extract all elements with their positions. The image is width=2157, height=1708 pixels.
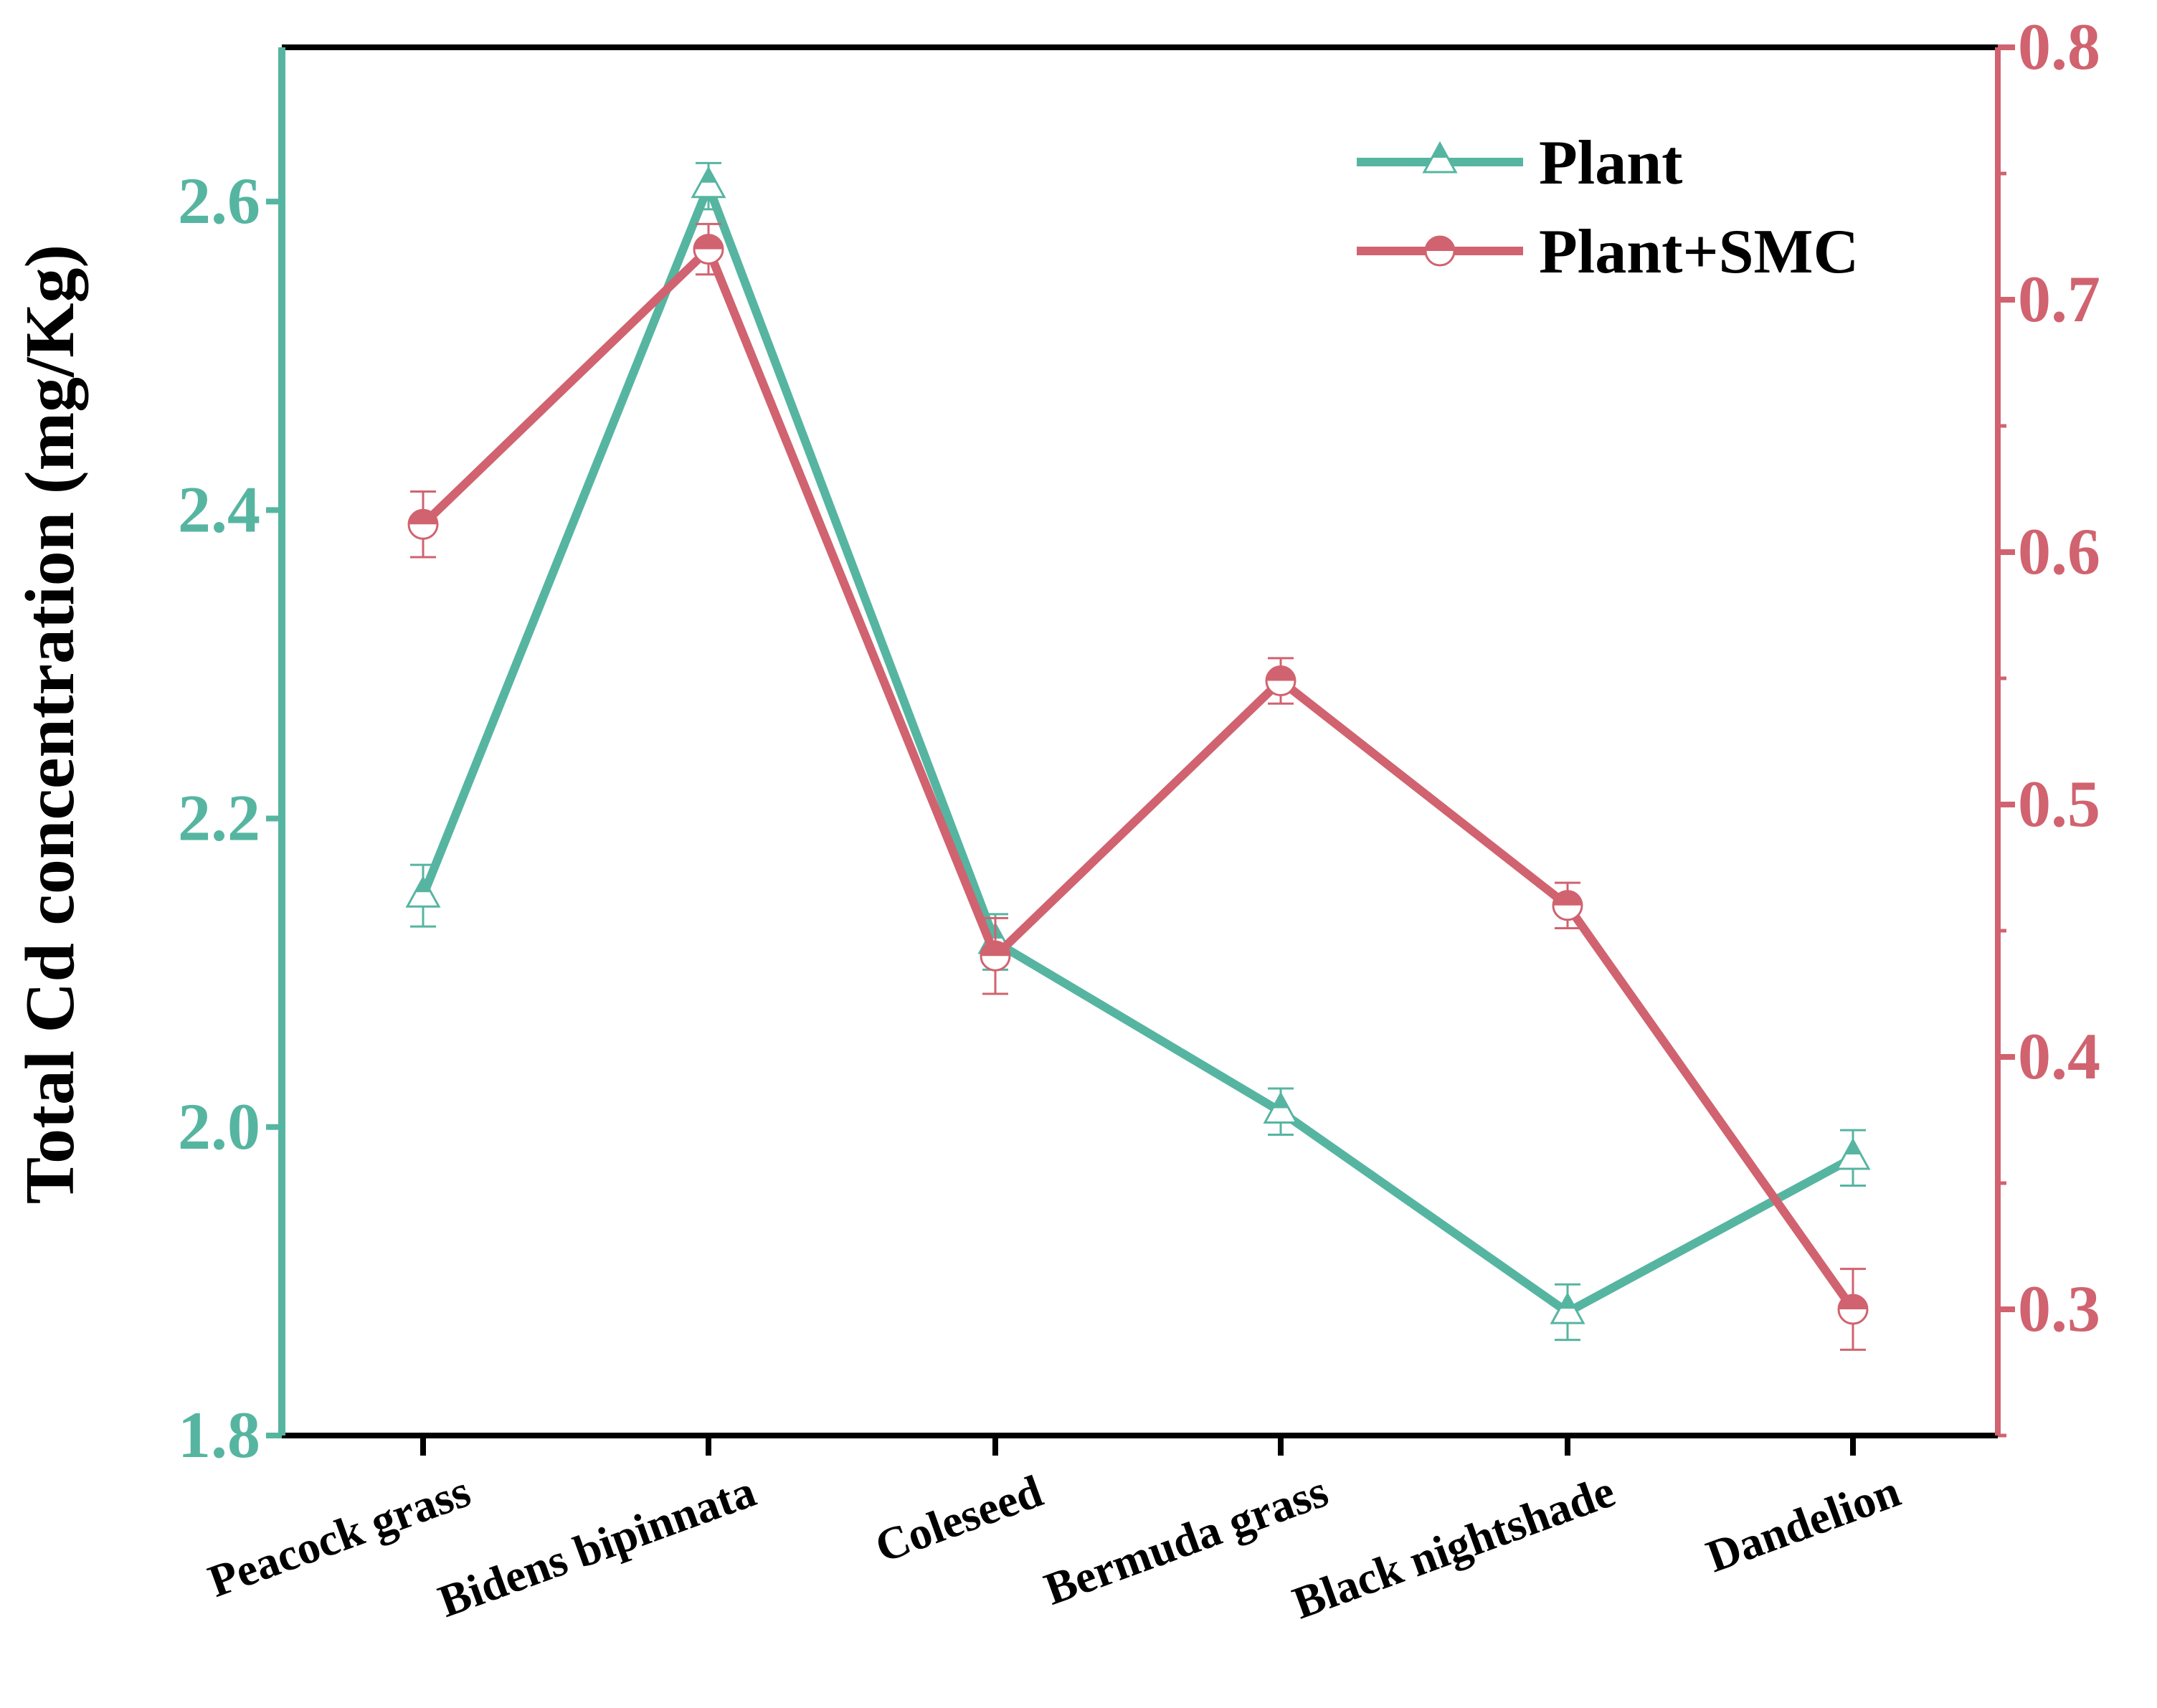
- series-layer: [405, 161, 1871, 1351]
- left-tick-label: 1.8: [178, 1398, 260, 1471]
- data-point-fill: [1266, 666, 1295, 681]
- series-plant-smc: [407, 222, 1869, 1351]
- legend-marker-fill: [1432, 143, 1448, 158]
- series-plant: [405, 161, 1871, 1342]
- data-point-fill: [701, 168, 716, 183]
- data-point-fill: [981, 941, 1010, 957]
- x-tick-label: Bidens bipinnata: [432, 1465, 762, 1626]
- right-tick-label: 0.6: [2018, 515, 2100, 588]
- x-tick-label: Coleseed: [868, 1465, 1048, 1572]
- legend-item-plant: Plant: [1357, 128, 1682, 198]
- data-point-fill: [1560, 1294, 1575, 1309]
- data-point-fill: [415, 878, 431, 893]
- right-tick-label: 0.3: [2018, 1272, 2100, 1345]
- x-tick-label: Dandelion: [1699, 1465, 1906, 1582]
- data-point-fill: [694, 234, 723, 250]
- data-point-fill: [1273, 1093, 1289, 1109]
- series-line: [419, 181, 1855, 1316]
- right-tick-label: 0.4: [2018, 1020, 2100, 1093]
- right-tick-label: 0.8: [2018, 10, 2100, 83]
- right-tick-label: 0.5: [2018, 767, 2100, 840]
- data-point-fill: [409, 510, 437, 525]
- legend-label: Plant: [1539, 128, 1682, 198]
- left-tick-label: 2.2: [178, 782, 260, 855]
- left-tick-label: 2.6: [178, 164, 260, 237]
- legend-marker-fill: [1426, 237, 1454, 251]
- data-point-fill: [1845, 1140, 1861, 1154]
- legend: Plant Plant+SMC: [1357, 128, 1859, 287]
- legend-item-plant-smc: Plant+SMC: [1357, 217, 1859, 287]
- data-point-fill: [1553, 891, 1582, 906]
- y-axis-label: Total Cd concentration (mg/Kg): [11, 245, 89, 1204]
- left-tick-label: 2.4: [178, 473, 260, 546]
- x-tick-label: Black nightshade: [1286, 1465, 1621, 1628]
- series-line: [419, 245, 1857, 1312]
- legend-label: Plant+SMC: [1539, 217, 1859, 287]
- data-point-fill: [1839, 1295, 1867, 1309]
- left-tick-label: 2.0: [178, 1090, 260, 1163]
- right-tick-label: 0.7: [2018, 262, 2100, 336]
